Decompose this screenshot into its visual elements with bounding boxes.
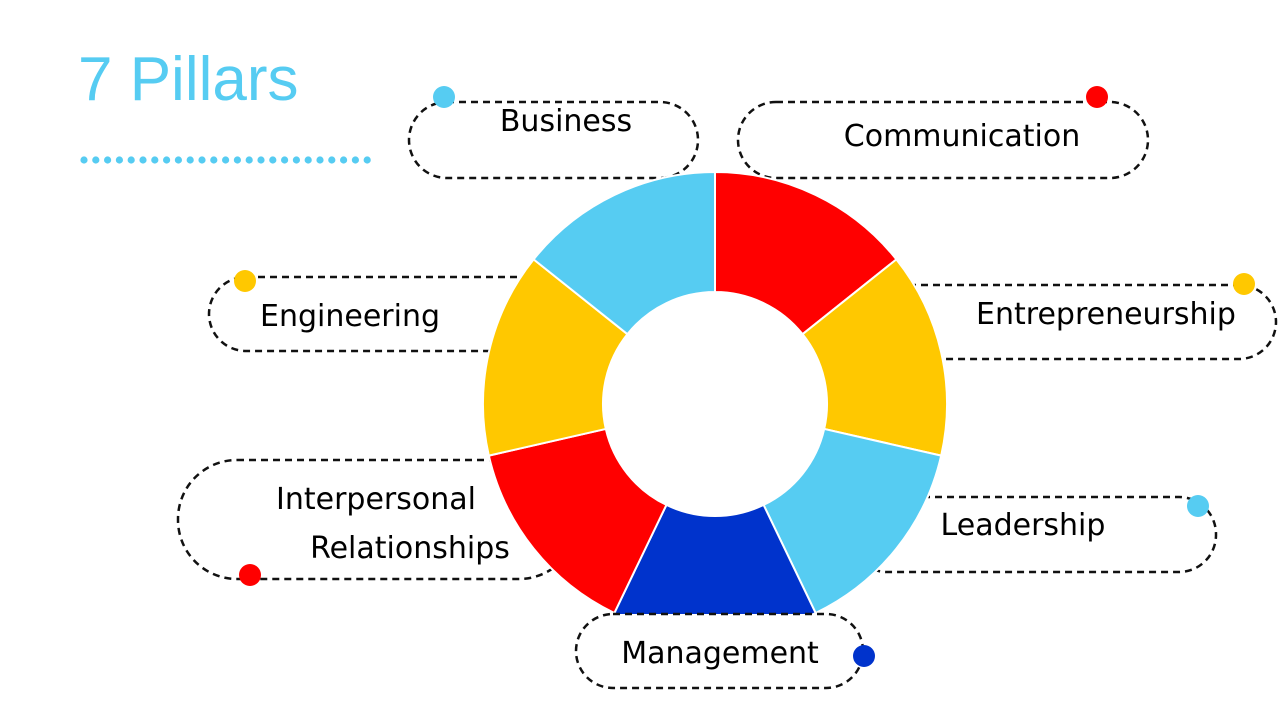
underline-dot xyxy=(127,156,135,164)
dot-management xyxy=(853,645,875,667)
pill-business: Business xyxy=(407,86,700,180)
pill-communication: Communication xyxy=(736,86,1150,180)
label-interpersonal: Interpersonal xyxy=(276,482,476,517)
donut-segment-interpersonal-relationships xyxy=(487,427,668,615)
dot-business xyxy=(433,86,455,108)
underline-dot xyxy=(245,156,253,164)
underline-dot xyxy=(80,156,88,164)
underline-dot xyxy=(174,156,182,164)
title-underline xyxy=(80,156,371,164)
label-relationships: Relationships xyxy=(310,531,510,566)
underline-dot xyxy=(281,156,289,164)
pill-engineering: Engineering xyxy=(207,270,571,353)
underline-dot xyxy=(151,156,159,164)
donut-segment-business xyxy=(532,170,716,336)
underline-dot xyxy=(163,156,171,164)
underline-dot xyxy=(92,156,100,164)
pill-leadership: Leadership xyxy=(848,495,1218,574)
dot-engineering xyxy=(234,270,256,292)
dot-entrepreneurship xyxy=(1233,273,1255,295)
slide-title: 7 Pillars xyxy=(78,45,299,114)
underline-dot xyxy=(328,156,336,164)
underline-dot xyxy=(269,156,277,164)
pillars-donut xyxy=(482,170,948,637)
pill-entrepreneurship: Entrepreneurship xyxy=(858,273,1278,361)
underline-dot xyxy=(292,156,300,164)
label-management: Management xyxy=(621,636,819,671)
pill-management: Management xyxy=(574,612,875,690)
label-communication: Communication xyxy=(844,119,1080,154)
label-business: Business xyxy=(500,104,632,139)
label-leadership: Leadership xyxy=(941,508,1106,543)
label-engineering: Engineering xyxy=(260,299,440,334)
underline-dot xyxy=(198,156,206,164)
underline-dot xyxy=(340,156,348,164)
underline-dot xyxy=(104,156,112,164)
label-entrepreneurship: Entrepreneurship xyxy=(976,297,1236,332)
underline-dot xyxy=(186,156,194,164)
underline-dot xyxy=(316,156,324,164)
underline-dot xyxy=(222,156,230,164)
underline-dot xyxy=(115,156,123,164)
underline-dot xyxy=(351,156,359,164)
underline-dot xyxy=(210,156,218,164)
donut-segment-engineering xyxy=(482,257,629,457)
pill-interpersonal-relationships: Interpersonal Relationships xyxy=(176,458,580,586)
donut-segment-entrepreneurship xyxy=(801,257,948,457)
dot-communication xyxy=(1086,86,1108,108)
donut-segment-communication xyxy=(714,170,898,336)
underline-dot xyxy=(304,156,312,164)
dot-interpersonal xyxy=(239,564,261,586)
underline-dot xyxy=(363,156,371,164)
donut-segment-leadership xyxy=(762,427,943,615)
dot-leadership xyxy=(1187,495,1209,517)
underline-dot xyxy=(139,156,147,164)
underline-dot xyxy=(257,156,265,164)
underline-dot xyxy=(233,156,241,164)
